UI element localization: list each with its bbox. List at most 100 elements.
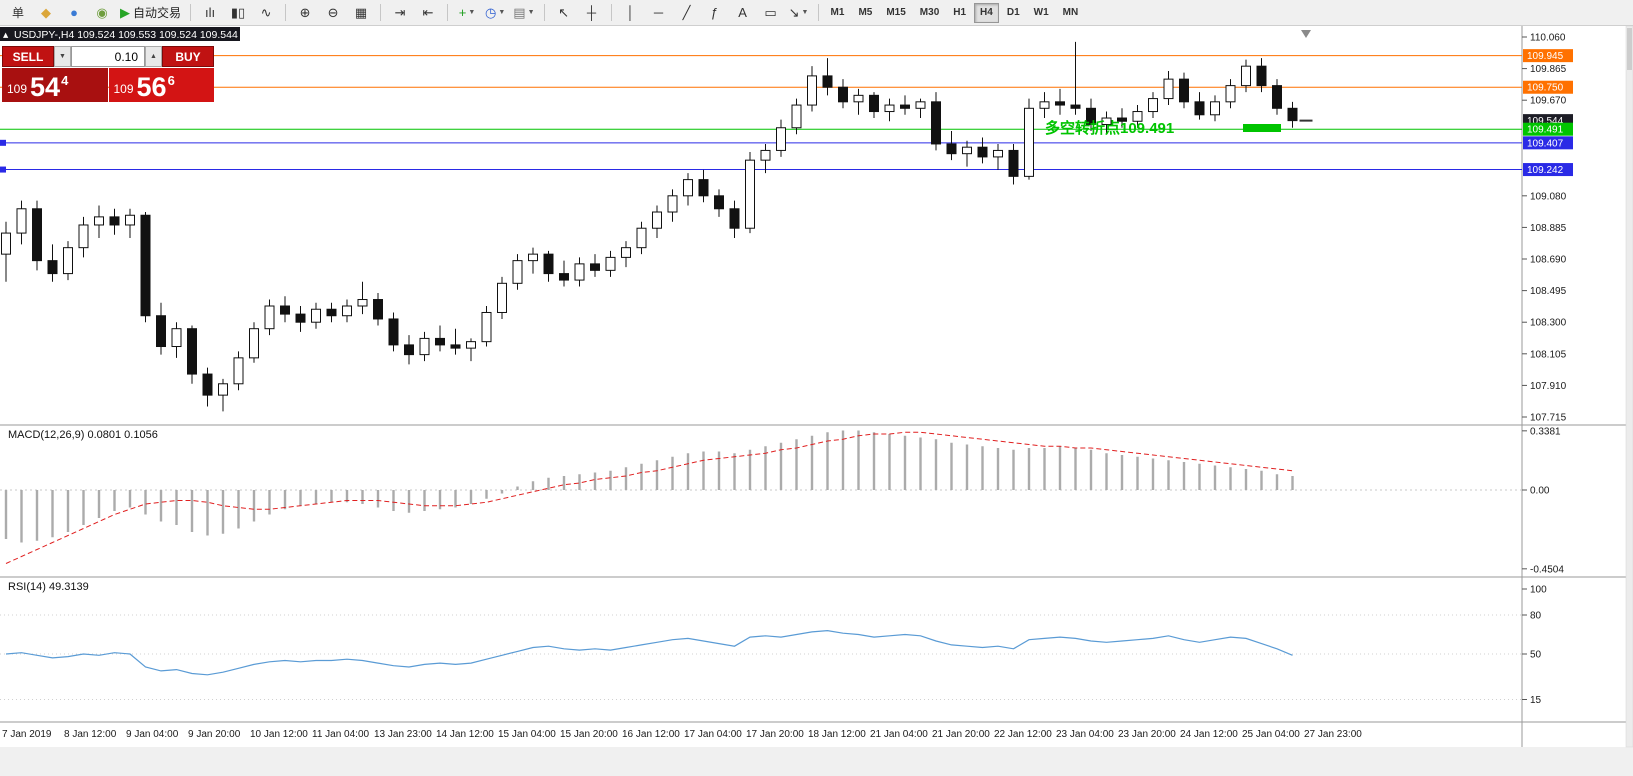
svg-text:22 Jan 12:00: 22 Jan 12:00: [994, 729, 1052, 740]
svg-text:0.3381: 0.3381: [1530, 426, 1561, 437]
svg-text:15 Jan 20:00: 15 Jan 20:00: [560, 729, 618, 740]
price-tag: [1523, 80, 1573, 94]
line-chart-mode-button[interactable]: ∿: [253, 3, 279, 23]
cursor-tool-button-icon: ↖: [558, 4, 569, 20]
crosshair-tool-button[interactable]: ┼: [579, 3, 605, 23]
volume-input[interactable]: [71, 46, 145, 67]
ask-pip-digit: 6: [167, 73, 175, 88]
svg-text:9 Jan 20:00: 9 Jan 20:00: [188, 729, 241, 740]
periods-button-caret-icon[interactable]: ▼: [498, 9, 506, 16]
auto-trading-button-icon: ▶: [120, 4, 130, 20]
timeframe-m30-button[interactable]: M30: [919, 7, 940, 18]
svg-text:15 Jan 04:00: 15 Jan 04:00: [498, 729, 556, 740]
chart-window-icon[interactable]: ◆: [33, 3, 59, 23]
horizontal-line-tool[interactable]: ─: [646, 3, 672, 23]
trade-panel-controls: SELL ▼ ▲ BUY: [2, 46, 214, 67]
ask-price[interactable]: 109 56 6: [108, 68, 214, 102]
vertical-line-tool[interactable]: │: [618, 3, 644, 23]
rsi-panel[interactable]: 100 80 50 15: [0, 585, 1547, 707]
bottom-strip: [0, 747, 1633, 776]
svg-text:25 Jan 04:00: 25 Jan 04:00: [1242, 729, 1300, 740]
trendline-tool-icon: ╱: [682, 4, 691, 20]
svg-text:7 Jan 2019: 7 Jan 2019: [2, 729, 52, 740]
bid-big-digits: 54: [30, 72, 61, 102]
svg-text:108.690: 108.690: [1530, 255, 1567, 266]
buy-button[interactable]: BUY: [162, 46, 214, 67]
trendline-tool[interactable]: ╱: [674, 3, 700, 23]
bid-price[interactable]: 109 54 4: [2, 68, 108, 102]
cursor-tool-button[interactable]: ↖: [551, 3, 577, 23]
svg-text:18 Jan 12:00: 18 Jan 12:00: [808, 729, 866, 740]
toolbar-separator: [610, 4, 612, 21]
crosshair-tool-button-icon: ┼: [586, 5, 597, 20]
indicators-button[interactable]: + ▼: [454, 3, 480, 23]
svg-text:21 Jan 04:00: 21 Jan 04:00: [870, 729, 928, 740]
macd-panel[interactable]: 0.3381 0.00 -0.4504: [0, 426, 1564, 575]
indicators-button-caret-icon[interactable]: ▼: [468, 9, 476, 16]
svg-text:13 Jan 23:00: 13 Jan 23:00: [374, 729, 432, 740]
candlestick-mode-button-icon: ▮▯: [230, 4, 246, 20]
arrows-tool-icon: ↘: [788, 4, 800, 20]
timeframe-h4-button[interactable]: H4: [974, 2, 999, 23]
symbol-info-bar: [0, 27, 240, 41]
timeframe-mn-button[interactable]: MN: [1062, 7, 1079, 18]
zoom-out-button[interactable]: ⊖: [320, 3, 346, 23]
vertical-scrollbar[interactable]: [1625, 25, 1633, 748]
horizontal-lines[interactable]: [0, 55, 1522, 173]
navigator-icon-icon: ◉: [96, 4, 108, 20]
scrollbar-thumb[interactable]: [1627, 28, 1632, 70]
rsi-line: [5, 629, 1293, 676]
candlesticks[interactable]: [1, 41, 1298, 412]
trade-panel-prices: 109 54 4 109 56 6: [2, 68, 214, 102]
bid-pip-digit: 4: [61, 73, 69, 88]
chart-background[interactable]: [0, 26, 1633, 747]
time-axis[interactable]: 7 Jan 2019 8 Jan 12:00 9 Jan 04:00 9 Jan 20…: [2, 729, 1362, 740]
svg-text:100: 100: [1530, 585, 1547, 596]
navigator-icon[interactable]: ◉: [89, 3, 115, 23]
zoom-in-button-icon: ⊕: [299, 4, 311, 20]
timeframe-w1-button[interactable]: W1: [1033, 7, 1049, 18]
chart-shift-button-icon: ⇤: [422, 4, 434, 20]
volume-up-button[interactable]: ▲: [145, 46, 162, 67]
rsi-label: RSI(14) 49.3139: [8, 581, 89, 593]
timeframe-m5-button[interactable]: M5: [858, 7, 873, 18]
timeframe-d1-button[interactable]: D1: [1006, 7, 1020, 18]
fibonacci-tool[interactable]: ƒ: [702, 3, 728, 23]
candlestick-mode-button[interactable]: ▮▯: [225, 3, 251, 23]
chart-shift-marker[interactable]: [1301, 30, 1311, 38]
chart-shift-button[interactable]: ⇤: [415, 3, 441, 23]
new-order-button[interactable]: 单: [5, 3, 31, 23]
bar-chart-mode-button[interactable]: ılı: [197, 3, 223, 23]
arrows-tool[interactable]: ↘ ▼: [786, 3, 812, 23]
zoom-in-button[interactable]: ⊕: [292, 3, 318, 23]
svg-text:109.670: 109.670: [1530, 96, 1567, 107]
tile-windows-button[interactable]: ▦: [348, 3, 374, 23]
svg-text:109.407: 109.407: [1527, 138, 1564, 149]
annotation-highlight[interactable]: [1243, 124, 1281, 132]
svg-text:-0.4504: -0.4504: [1530, 564, 1564, 575]
zoom-out-button-icon: ⊖: [327, 4, 339, 20]
templates-button-caret-icon[interactable]: ▼: [527, 9, 535, 16]
text-label-tool[interactable]: ▭: [758, 3, 784, 23]
market-watch-icon[interactable]: ●: [61, 3, 87, 23]
svg-text:109.242: 109.242: [1527, 165, 1564, 176]
timeframe-h1-button[interactable]: H1: [953, 7, 967, 18]
panel-collapse-icon[interactable]: ▴: [3, 29, 9, 41]
svg-text:108.105: 108.105: [1530, 349, 1567, 360]
text-tool[interactable]: A: [730, 3, 756, 23]
timeframe-m15-button[interactable]: M15: [886, 7, 906, 18]
price-axis[interactable]: 110.060 109.865 109.670 109.080 108.885 108.6…: [1522, 33, 1573, 424]
svg-text:0.00: 0.00: [1530, 486, 1550, 497]
arrows-tool-caret-icon[interactable]: ▼: [801, 9, 809, 16]
periods-button[interactable]: ◷ ▼: [482, 3, 508, 23]
sell-button[interactable]: SELL: [2, 46, 54, 67]
auto-trading-button[interactable]: ▶ 自动交易: [117, 3, 184, 23]
timeframe-m1-button[interactable]: M1: [830, 7, 845, 18]
auto-scroll-button[interactable]: ⇥: [387, 3, 413, 23]
one-click-trading-panel[interactable]: SELL ▼ ▲ BUY 109 54 4 109 56 6: [2, 46, 214, 102]
templates-button[interactable]: ▤ ▼: [510, 3, 537, 23]
ask-big-digits: 56: [136, 72, 167, 102]
volume-down-button[interactable]: ▼: [54, 46, 71, 67]
